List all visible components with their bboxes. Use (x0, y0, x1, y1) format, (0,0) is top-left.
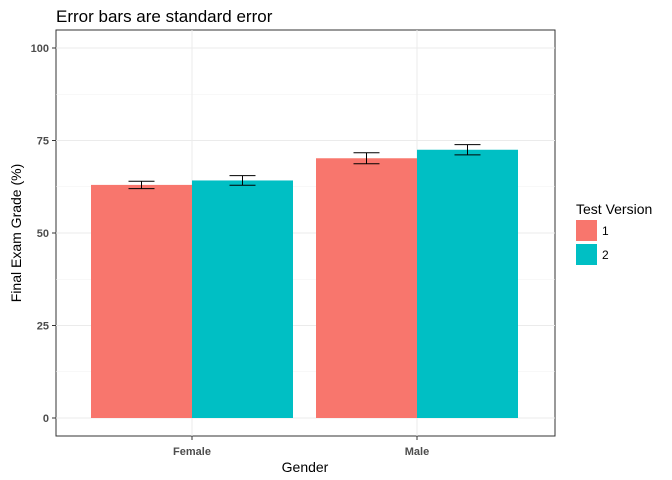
error-bar-male-series-1 (353, 152, 380, 165)
y-tick-label: 100 (31, 43, 49, 55)
bar-male-series-1 (316, 158, 417, 418)
y-tick-label: 25 (37, 321, 49, 333)
x-tick-label: Male (405, 446, 429, 458)
y-axis-ticks: 0 25 50 75 100 (31, 43, 56, 425)
legend-label-2: 2 (602, 248, 609, 262)
x-tick-label: Female (173, 446, 211, 458)
x-axis-title: Gender (282, 459, 329, 475)
bars (91, 149, 518, 418)
bar-female-series-1 (91, 184, 192, 418)
legend-label-1: 1 (602, 224, 609, 238)
error-bar-female-series-2 (229, 175, 256, 186)
y-axis-title: Final Exam Grade (%) (8, 164, 24, 302)
error-bars (128, 144, 481, 190)
chart-title: Error bars are standard error (56, 7, 273, 26)
bar-male-series-2 (417, 149, 518, 418)
y-tick-label: 0 (43, 413, 49, 425)
bar-female-series-2 (192, 180, 293, 418)
error-bar-male-series-2 (454, 144, 481, 156)
legend-title: Test Version (576, 201, 652, 217)
y-tick-label: 75 (37, 136, 49, 148)
y-tick-label: 50 (37, 228, 49, 240)
legend: Test Version 1 2 (576, 201, 652, 265)
legend-swatch-1 (576, 220, 597, 241)
legend-swatch-2 (576, 244, 597, 265)
error-bar-female-series-1 (128, 180, 155, 190)
x-axis-ticks: Female Male (173, 436, 429, 458)
